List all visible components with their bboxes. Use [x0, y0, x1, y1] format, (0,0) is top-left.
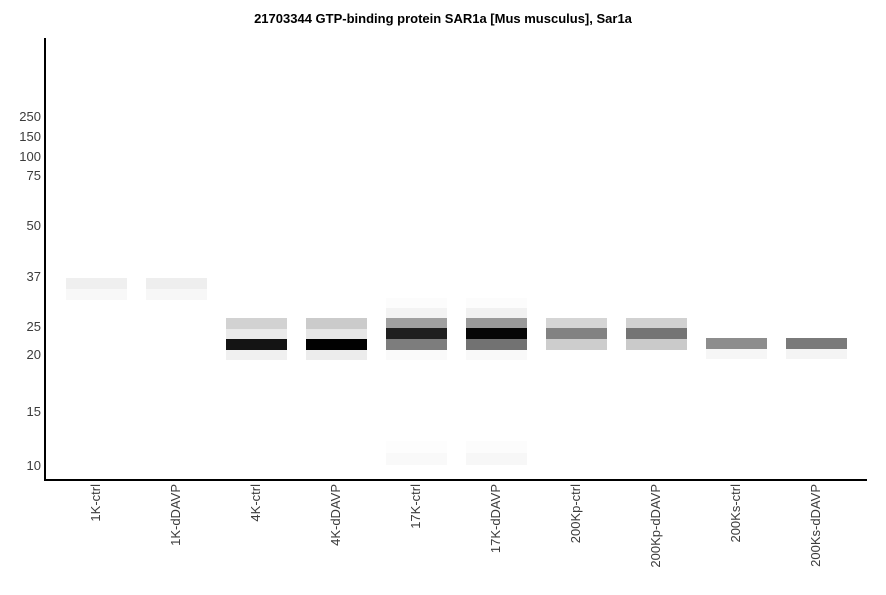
- gel-band: [225, 329, 287, 339]
- gel-band: [305, 318, 367, 329]
- y-tick-label: 250: [19, 109, 41, 124]
- lane-label: 1K-dDAVP: [168, 484, 183, 546]
- y-tick-label: 75: [26, 168, 41, 183]
- y-tick-label: 10: [26, 458, 41, 473]
- y-axis-line: [44, 38, 46, 481]
- gel-band: [225, 318, 287, 329]
- gel-band: [225, 350, 287, 360]
- y-tick-label: 37: [26, 269, 41, 284]
- lane-label: 1K-ctrl: [88, 484, 103, 522]
- gel-band: [625, 328, 687, 339]
- gel-band: [465, 350, 527, 360]
- y-tick-label: 150: [19, 129, 41, 144]
- gel-band: [305, 350, 367, 360]
- gel-band: [145, 278, 207, 289]
- lane-label: 4K-ctrl: [248, 484, 263, 522]
- lane-label: 17K-ctrl: [408, 484, 423, 529]
- y-tick-label: 15: [26, 404, 41, 419]
- y-tick-label: 50: [26, 218, 41, 233]
- gel-band: [385, 328, 447, 339]
- chart-title: 21703344 GTP-binding protein SAR1a [Mus …: [254, 11, 632, 26]
- lane-label: 17K-dDAVP: [488, 484, 503, 554]
- lane-label: 200Kp-dDAVP: [648, 484, 663, 568]
- y-tick-label: 25: [26, 319, 41, 334]
- gel-band: [385, 308, 447, 318]
- gel-band: [785, 349, 847, 359]
- gel-band: [65, 289, 127, 300]
- gel-band: [145, 289, 207, 300]
- gel-band: [305, 329, 367, 339]
- gel-band: [225, 339, 287, 350]
- gel-band: [545, 339, 607, 350]
- gel-band: [465, 308, 527, 318]
- lane-label: 4K-dDAVP: [328, 484, 343, 546]
- gel-band: [625, 339, 687, 350]
- gel-band: [305, 339, 367, 350]
- lane-label: 200Ks-dDAVP: [808, 484, 823, 567]
- gel-band: [65, 278, 127, 289]
- gel-band: [465, 328, 527, 339]
- gel-band: [625, 318, 687, 328]
- gel-band: [545, 318, 607, 328]
- gel-band: [385, 453, 447, 465]
- gel-band: [465, 339, 527, 350]
- gel-band: [385, 350, 447, 360]
- gel-band: [385, 441, 447, 453]
- x-axis-line: [44, 479, 867, 481]
- gel-band: [465, 441, 527, 453]
- gel-band: [545, 328, 607, 339]
- gel-band: [705, 349, 767, 359]
- gel-band: [465, 298, 527, 308]
- gel-band: [465, 453, 527, 465]
- gel-band: [785, 338, 847, 349]
- lane-label: 200Kp-ctrl: [568, 484, 583, 544]
- gel-band: [385, 339, 447, 350]
- gel-band: [465, 318, 527, 328]
- lane-label: 200Ks-ctrl: [728, 484, 743, 543]
- gel-band: [385, 318, 447, 328]
- gel-band: [385, 298, 447, 308]
- y-tick-label: 100: [19, 149, 41, 164]
- gel-band: [705, 338, 767, 349]
- y-tick-label: 20: [26, 347, 41, 362]
